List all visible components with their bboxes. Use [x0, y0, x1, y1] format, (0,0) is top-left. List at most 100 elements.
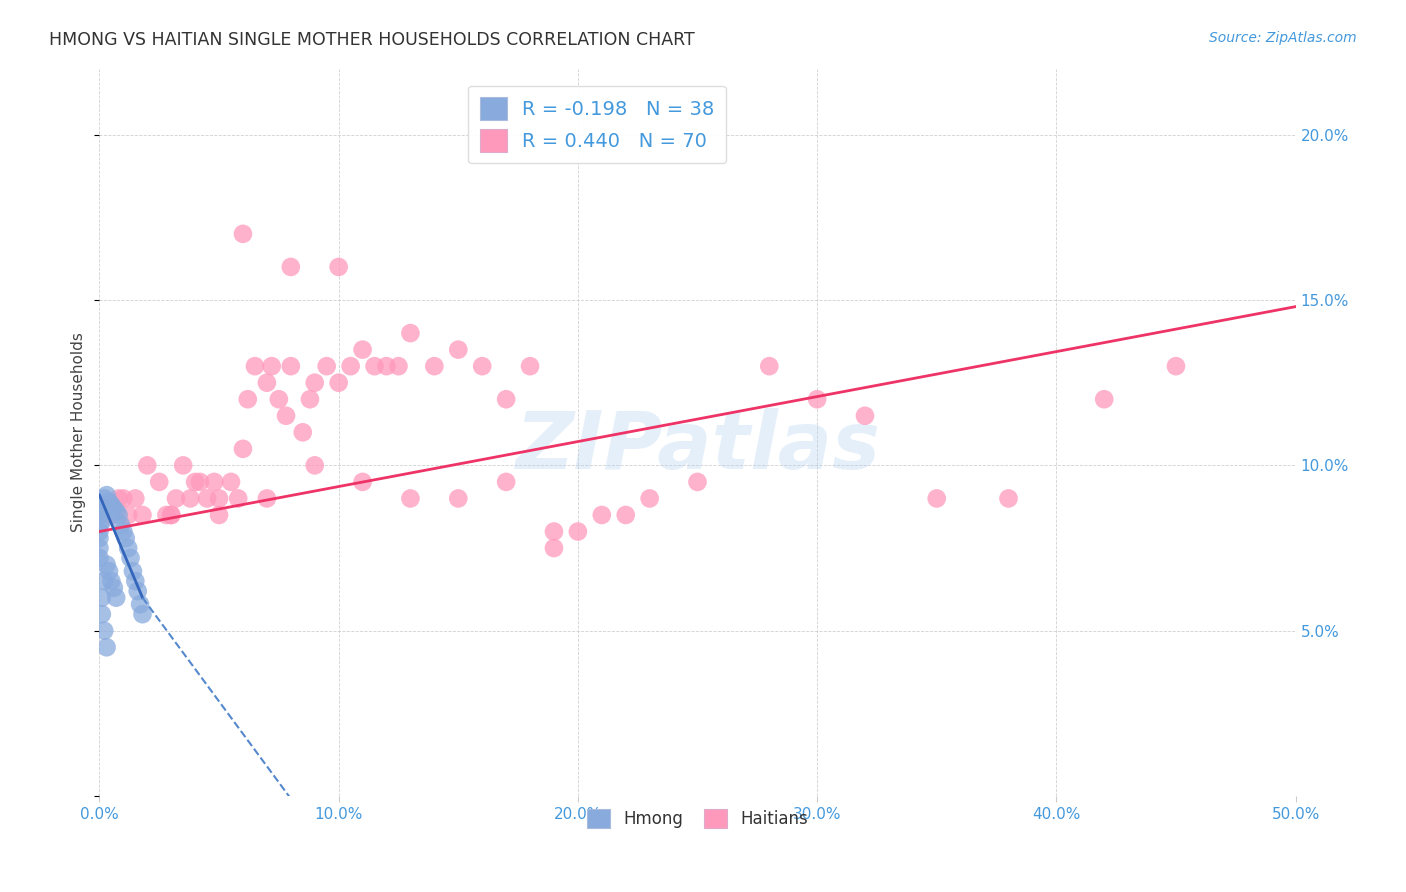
- Point: [591, 508, 613, 522]
- Point: [107, 508, 129, 522]
- Text: Source: ZipAtlas.com: Source: ZipAtlas.com: [1209, 31, 1357, 45]
- Point: [93, 501, 115, 516]
- Point: [298, 392, 321, 407]
- Point: [136, 458, 159, 473]
- Point: [352, 475, 374, 489]
- Point: [280, 260, 302, 274]
- Point: [98, 564, 121, 578]
- Point: [260, 359, 283, 373]
- Point: [112, 491, 135, 506]
- Point: [638, 491, 661, 506]
- Point: [447, 491, 470, 506]
- Point: [208, 491, 231, 506]
- Point: [100, 498, 122, 512]
- Legend: Hmong, Haitians: Hmong, Haitians: [581, 803, 814, 835]
- Point: [117, 541, 139, 555]
- Point: [315, 359, 337, 373]
- Point: [471, 359, 494, 373]
- Y-axis label: Single Mother Households: Single Mother Households: [72, 333, 86, 533]
- Point: [519, 359, 541, 373]
- Point: [423, 359, 446, 373]
- Point: [124, 491, 146, 506]
- Point: [232, 227, 254, 241]
- Point: [543, 541, 565, 555]
- Point: [375, 359, 398, 373]
- Point: [112, 524, 135, 539]
- Point: [90, 505, 112, 519]
- Point: [1164, 359, 1187, 373]
- Point: [208, 508, 231, 522]
- Point: [567, 524, 589, 539]
- Point: [93, 624, 115, 638]
- Point: [172, 458, 194, 473]
- Point: [399, 491, 422, 506]
- Point: [195, 491, 218, 506]
- Point: [160, 508, 183, 522]
- Point: [105, 591, 128, 605]
- Point: [148, 475, 170, 489]
- Point: [339, 359, 361, 373]
- Point: [758, 359, 780, 373]
- Point: [120, 551, 142, 566]
- Point: [304, 376, 326, 390]
- Point: [124, 574, 146, 588]
- Point: [1092, 392, 1115, 407]
- Point: [103, 501, 125, 516]
- Point: [89, 531, 111, 545]
- Point: [188, 475, 211, 489]
- Point: [89, 517, 111, 532]
- Point: [226, 491, 249, 506]
- Point: [291, 425, 314, 440]
- Point: [89, 524, 111, 539]
- Point: [495, 475, 517, 489]
- Point: [328, 260, 350, 274]
- Point: [686, 475, 709, 489]
- Point: [543, 524, 565, 539]
- Point: [96, 488, 118, 502]
- Point: [232, 442, 254, 456]
- Point: [105, 505, 128, 519]
- Point: [90, 498, 112, 512]
- Point: [160, 508, 183, 522]
- Point: [447, 343, 470, 357]
- Point: [103, 581, 125, 595]
- Point: [267, 392, 290, 407]
- Point: [107, 491, 129, 506]
- Point: [96, 640, 118, 655]
- Point: [328, 376, 350, 390]
- Point: [202, 475, 225, 489]
- Point: [155, 508, 177, 522]
- Point: [274, 409, 297, 423]
- Point: [179, 491, 201, 506]
- Text: HMONG VS HAITIAN SINGLE MOTHER HOUSEHOLDS CORRELATION CHART: HMONG VS HAITIAN SINGLE MOTHER HOUSEHOLD…: [49, 31, 695, 49]
- Point: [89, 508, 111, 522]
- Point: [352, 343, 374, 357]
- Point: [93, 491, 115, 506]
- Point: [495, 392, 517, 407]
- Point: [93, 574, 115, 588]
- Point: [363, 359, 385, 373]
- Point: [129, 597, 152, 611]
- Point: [219, 475, 242, 489]
- Point: [117, 508, 139, 522]
- Point: [110, 517, 132, 532]
- Point: [236, 392, 259, 407]
- Point: [165, 491, 187, 506]
- Point: [89, 541, 111, 555]
- Point: [280, 359, 302, 373]
- Point: [925, 491, 948, 506]
- Point: [114, 531, 136, 545]
- Point: [399, 326, 422, 340]
- Point: [243, 359, 266, 373]
- Point: [131, 607, 153, 622]
- Text: ZIPatlas: ZIPatlas: [515, 408, 880, 486]
- Point: [806, 392, 828, 407]
- Point: [131, 508, 153, 522]
- Point: [89, 551, 111, 566]
- Point: [90, 607, 112, 622]
- Point: [853, 409, 876, 423]
- Point: [387, 359, 409, 373]
- Point: [614, 508, 637, 522]
- Point: [100, 574, 122, 588]
- Point: [96, 558, 118, 572]
